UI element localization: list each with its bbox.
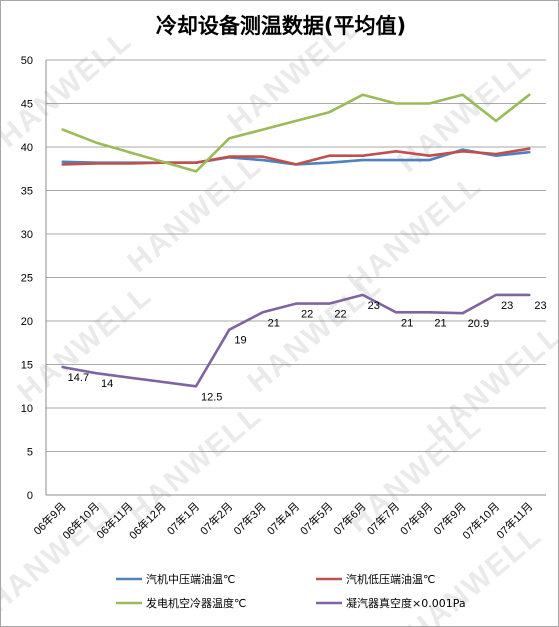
y-tick-label: 25 bbox=[21, 273, 33, 285]
y-tick-label: 5 bbox=[27, 447, 33, 459]
x-tick-label: 07年3月 bbox=[230, 499, 268, 537]
data-label: 21 bbox=[268, 317, 280, 329]
legend-entry: 发电机空冷器温度℃ bbox=[116, 596, 246, 610]
legend-entry: 汽机中压端油温℃ bbox=[116, 572, 235, 586]
legend-label: 汽机低压端油温℃ bbox=[346, 572, 435, 586]
legend-entry: 汽机低压端油温℃ bbox=[316, 572, 435, 586]
data-label: 23 bbox=[534, 300, 546, 312]
legend-label: 发电机空冷器温度℃ bbox=[146, 596, 246, 610]
y-tick-label: 35 bbox=[21, 186, 33, 198]
data-label: 22 bbox=[334, 309, 346, 321]
series-line-3 bbox=[61, 93, 531, 173]
y-tick-label: 30 bbox=[21, 229, 33, 241]
data-label: 21 bbox=[434, 317, 446, 329]
y-tick-label: 40 bbox=[21, 142, 33, 154]
x-tick-label: 07年2月 bbox=[197, 499, 235, 537]
data-label: 19 bbox=[234, 335, 246, 347]
watermark-text: HANWELL bbox=[241, 268, 388, 399]
data-labels: 14.7 14 12.5 19 21 22 22 23 21 21 20.9 23 23 bbox=[68, 300, 547, 403]
data-label: 23 bbox=[368, 300, 380, 312]
data-label: 20.9 bbox=[468, 318, 489, 330]
y-axis: 0 5 10 15 20 25 30 35 40 45 50 bbox=[21, 55, 47, 502]
x-tick-label: 07年10月 bbox=[459, 499, 502, 542]
data-label: 12.5 bbox=[201, 391, 222, 403]
y-tick-label: 45 bbox=[21, 99, 33, 111]
y-tick-label: 20 bbox=[21, 316, 33, 328]
watermark-text: HANWELL bbox=[11, 278, 158, 409]
watermark-text: HANWELL bbox=[121, 148, 268, 279]
series-line-2 bbox=[61, 147, 531, 166]
data-label: 21 bbox=[401, 317, 413, 329]
data-label: 22 bbox=[301, 309, 313, 321]
y-tick-label: 15 bbox=[21, 360, 33, 372]
y-tick-label: 10 bbox=[21, 403, 33, 415]
legend-label: 汽机中压端油温℃ bbox=[146, 572, 235, 586]
data-label: 14.7 bbox=[68, 372, 89, 384]
y-tick-label: 0 bbox=[27, 490, 33, 502]
y-tick-label: 50 bbox=[21, 55, 33, 67]
watermark-text: HANWELL bbox=[1, 23, 138, 154]
x-tick-label: 07年5月 bbox=[297, 499, 335, 537]
series-line-4 bbox=[61, 293, 531, 388]
x-tick-label: 07年4月 bbox=[264, 499, 302, 537]
chart-title: 冷却设备测温数据(平均值) bbox=[156, 14, 406, 38]
data-label: 14 bbox=[101, 378, 113, 390]
data-label: 23 bbox=[501, 300, 513, 312]
legend: 汽机中压端油温℃ 汽机低压端油温℃ 发电机空冷器温度℃ 凝汽器真空度×0.001Pa bbox=[116, 572, 466, 610]
series-lines bbox=[61, 93, 531, 388]
legend-label: 凝汽器真空度×0.001Pa bbox=[346, 596, 466, 610]
legend-entry: 凝汽器真空度×0.001Pa bbox=[316, 596, 466, 610]
